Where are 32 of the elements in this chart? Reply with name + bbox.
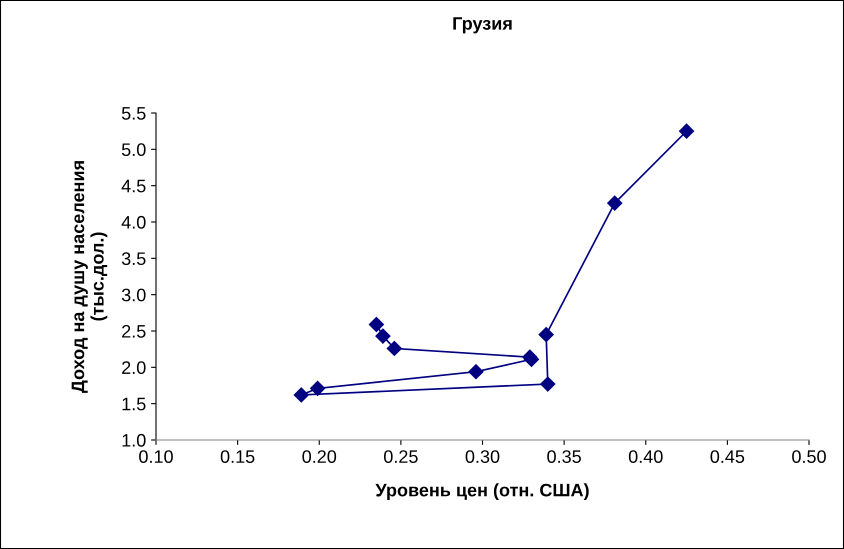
- point: [310, 380, 326, 396]
- x-tick-label: 0.30: [466, 450, 500, 463]
- x-tick-label: 0.35: [547, 450, 581, 463]
- y-tick-label: 2.0: [122, 361, 146, 374]
- x-tick-label: 0.50: [792, 450, 826, 463]
- y-tick-label: 3.5: [122, 252, 146, 266]
- y-tick-label: 1.0: [122, 434, 146, 447]
- x-tick-label: 0.20: [302, 450, 336, 463]
- y-tick-label: 3.0: [122, 288, 146, 302]
- y-tick-label: 4.5: [122, 180, 146, 192]
- point: [678, 124, 694, 139]
- chart-title: Грузия: [453, 17, 512, 34]
- x-tick-label: 0.15: [220, 450, 254, 463]
- point: [468, 364, 484, 380]
- x-tick-label: 0.40: [628, 450, 663, 463]
- point: [540, 376, 556, 392]
- point: [607, 196, 622, 211]
- point: [386, 340, 402, 356]
- y-tick-label: 1.5: [122, 398, 146, 410]
- point: [294, 387, 309, 403]
- y-tick-label: 4.0: [122, 216, 146, 229]
- x-tick-label: 0.45: [710, 450, 744, 463]
- point: [368, 316, 384, 332]
- point: [375, 328, 390, 344]
- x-tick-label: 0.25: [384, 450, 418, 463]
- y-axis-title: Доход на душу населения (тыс.дол.): [72, 161, 108, 393]
- point: [538, 327, 554, 342]
- y-tick-label: 2.5: [122, 324, 146, 338]
- y-tick-label: 5.5: [122, 107, 146, 120]
- y-tick-label: 5.0: [122, 143, 146, 156]
- x-axis-title: Уровень цен (отн. США): [375, 483, 589, 500]
- x-tick-label: 0.10: [139, 450, 173, 463]
